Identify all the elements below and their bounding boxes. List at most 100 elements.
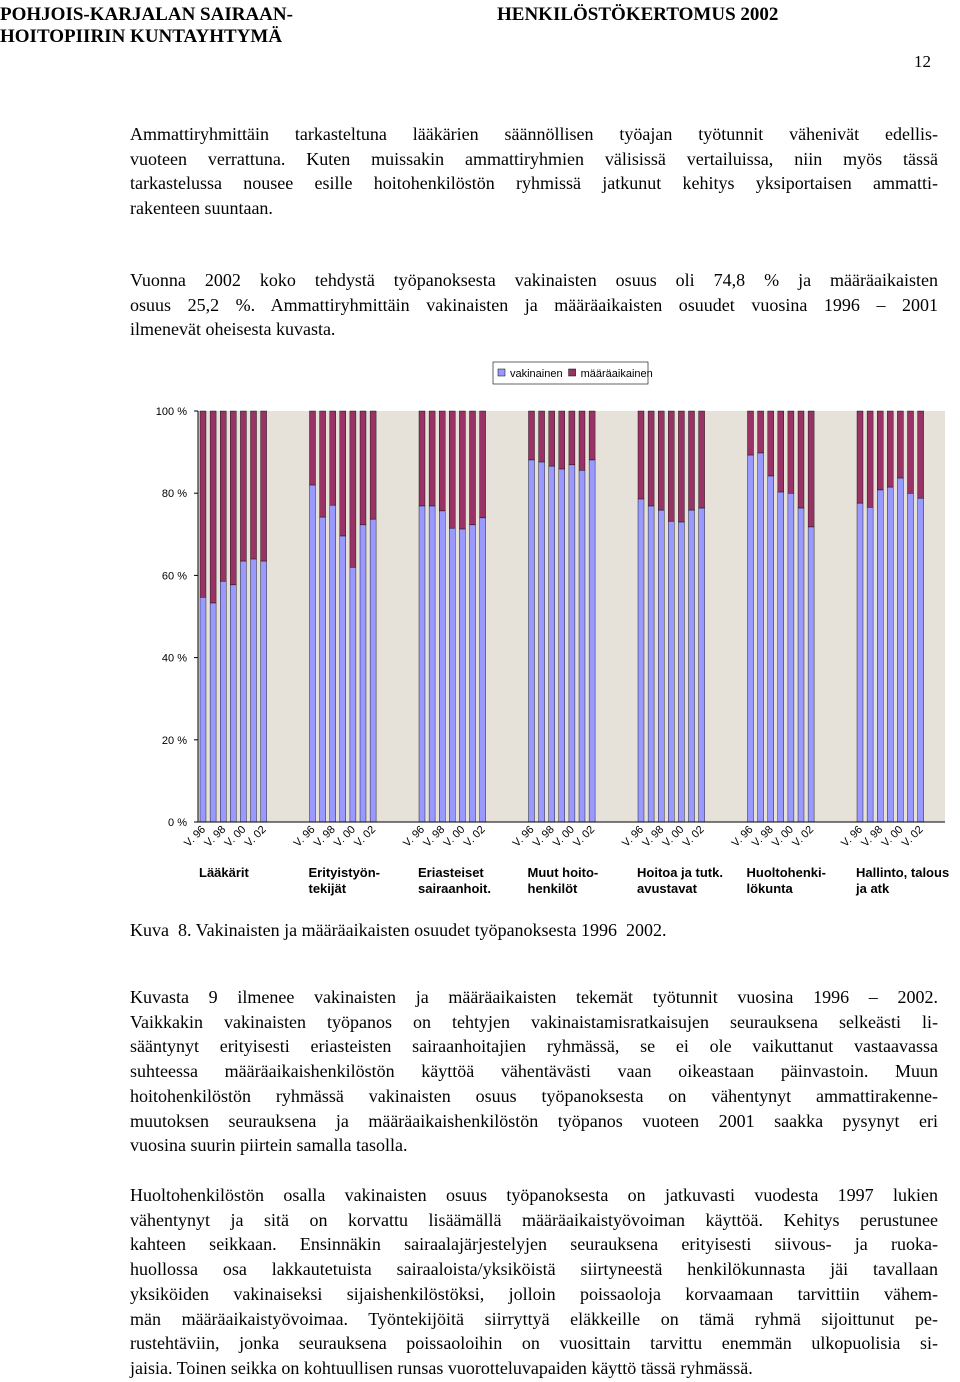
bar-segment xyxy=(199,596,207,823)
group-label: Muut hoito- xyxy=(528,865,599,880)
bar-segment xyxy=(319,516,326,823)
group-label: lökunta xyxy=(747,881,794,896)
bar-segment xyxy=(887,486,894,823)
x-tick-label: V. 96 xyxy=(620,824,646,850)
bar-segment xyxy=(787,410,795,494)
bar-segment xyxy=(637,410,645,500)
x-tick-label: V. 98 xyxy=(202,824,228,850)
bar-segment xyxy=(637,498,645,823)
bar-segment xyxy=(418,505,426,823)
bar-segment xyxy=(428,410,436,507)
bar-segment xyxy=(917,410,924,499)
x-tick-label: V. 00 xyxy=(551,824,577,850)
text-line: kahteen seikkaan. Ensinnäkin sairaalajär… xyxy=(130,1234,938,1255)
bar-segment xyxy=(866,506,874,823)
bar-segment xyxy=(418,410,426,507)
group-label: Erityistyön- xyxy=(309,865,381,880)
bar-segment xyxy=(230,410,237,586)
header-left: POHJOIS-KARJALAN SAIRAAN- xyxy=(0,4,293,25)
bar-segment xyxy=(668,520,675,823)
bar-segment xyxy=(647,505,655,823)
bar-segment xyxy=(856,410,864,504)
x-tick-label: V. 00 xyxy=(661,824,687,850)
bar-segment xyxy=(459,528,466,823)
bar-segment xyxy=(588,459,596,823)
bar-segment xyxy=(240,560,247,823)
x-tick-label: V. 02 xyxy=(352,824,378,850)
bar-segment xyxy=(877,489,884,823)
group-label: tekijät xyxy=(309,881,347,896)
bar-segment xyxy=(479,517,486,823)
bar-segment xyxy=(578,469,586,823)
bar-segment xyxy=(668,410,675,522)
page-number: 12 xyxy=(914,52,931,71)
bar-segment xyxy=(449,527,456,823)
bar-segment xyxy=(319,410,326,518)
x-tick-label: V. 02 xyxy=(790,824,816,850)
text-line: tarkastelussa nousee esille hoitohenkilö… xyxy=(130,173,938,194)
y-tick-label: 20 % xyxy=(162,735,187,747)
x-tick-label: V. 02 xyxy=(571,824,597,850)
bar-segment xyxy=(469,524,476,823)
x-tick-label: V. 98 xyxy=(312,824,338,850)
group-label: sairaanhoit. xyxy=(418,881,491,896)
legend-label: vakinainen xyxy=(510,368,563,380)
bar-segment xyxy=(907,493,914,823)
x-tick-label: V. 96 xyxy=(730,824,756,850)
bar-segment xyxy=(897,477,904,823)
bar-segment xyxy=(917,497,924,823)
x-tick-label: V. 96 xyxy=(292,824,318,850)
x-tick-label: V. 96 xyxy=(401,824,427,850)
bar-segment xyxy=(698,507,705,823)
bar-segment xyxy=(528,459,535,823)
y-tick-label: 80 % xyxy=(162,488,187,500)
bar-segment xyxy=(797,507,805,823)
bar-segment xyxy=(240,410,247,562)
x-tick-label: V. 02 xyxy=(462,824,488,850)
bar-segment xyxy=(439,510,446,823)
bar-segment xyxy=(459,410,466,530)
bar-segment xyxy=(877,410,884,491)
y-tick-label: 40 % xyxy=(162,653,187,665)
bar-segment xyxy=(558,410,565,470)
bar-segment xyxy=(479,410,486,519)
x-tick-label: V. 98 xyxy=(750,824,776,850)
bar-segment xyxy=(578,410,586,471)
bar-segment xyxy=(678,410,685,523)
bar-segment xyxy=(209,602,217,823)
bar-segment xyxy=(339,535,346,823)
bar-segment xyxy=(866,410,874,508)
caption: Kuva 8. Vakinaisten ja määräaikaisten os… xyxy=(130,920,667,940)
text-line: män määräaikaistyövoimaa. Työntekijöitä … xyxy=(130,1308,938,1329)
text-line: rustehtäviin, jonka seurauksena poissaol… xyxy=(130,1333,938,1354)
bar-segment xyxy=(807,526,815,823)
text-line: hoitohenkilöstön ryhmässä vakinaisten os… xyxy=(130,1085,938,1106)
x-tick-label: V. 00 xyxy=(332,824,358,850)
x-tick-label: V. 02 xyxy=(681,824,707,850)
x-tick-label: V. 98 xyxy=(640,824,666,850)
bar-segment xyxy=(568,410,576,466)
bar-segment xyxy=(428,505,436,823)
bar-segment xyxy=(548,410,555,467)
bar-segment xyxy=(658,509,665,823)
bar-segment xyxy=(907,410,914,494)
bar-segment xyxy=(688,410,695,511)
bar-segment xyxy=(250,410,257,560)
bar-segment xyxy=(250,558,257,823)
x-tick-label: V. 98 xyxy=(531,824,557,850)
legend-swatch xyxy=(568,368,576,377)
bar-segment xyxy=(757,410,764,454)
group-label: Hallinto, talous xyxy=(856,865,949,880)
bar-segment xyxy=(219,410,227,582)
text-line: jaisia. Toinen seikka on kohtuullisen ru… xyxy=(130,1357,753,1378)
text-line: Ammattiryhmittäin tarkasteltuna lääkärie… xyxy=(130,124,938,144)
group-label: Lääkärit xyxy=(199,865,250,880)
bar-segment xyxy=(309,410,316,486)
bar-segment xyxy=(359,524,367,823)
bar-segment xyxy=(369,518,377,823)
bar-segment xyxy=(369,410,377,520)
bar-segment xyxy=(658,410,665,511)
bar-segment xyxy=(309,484,316,823)
